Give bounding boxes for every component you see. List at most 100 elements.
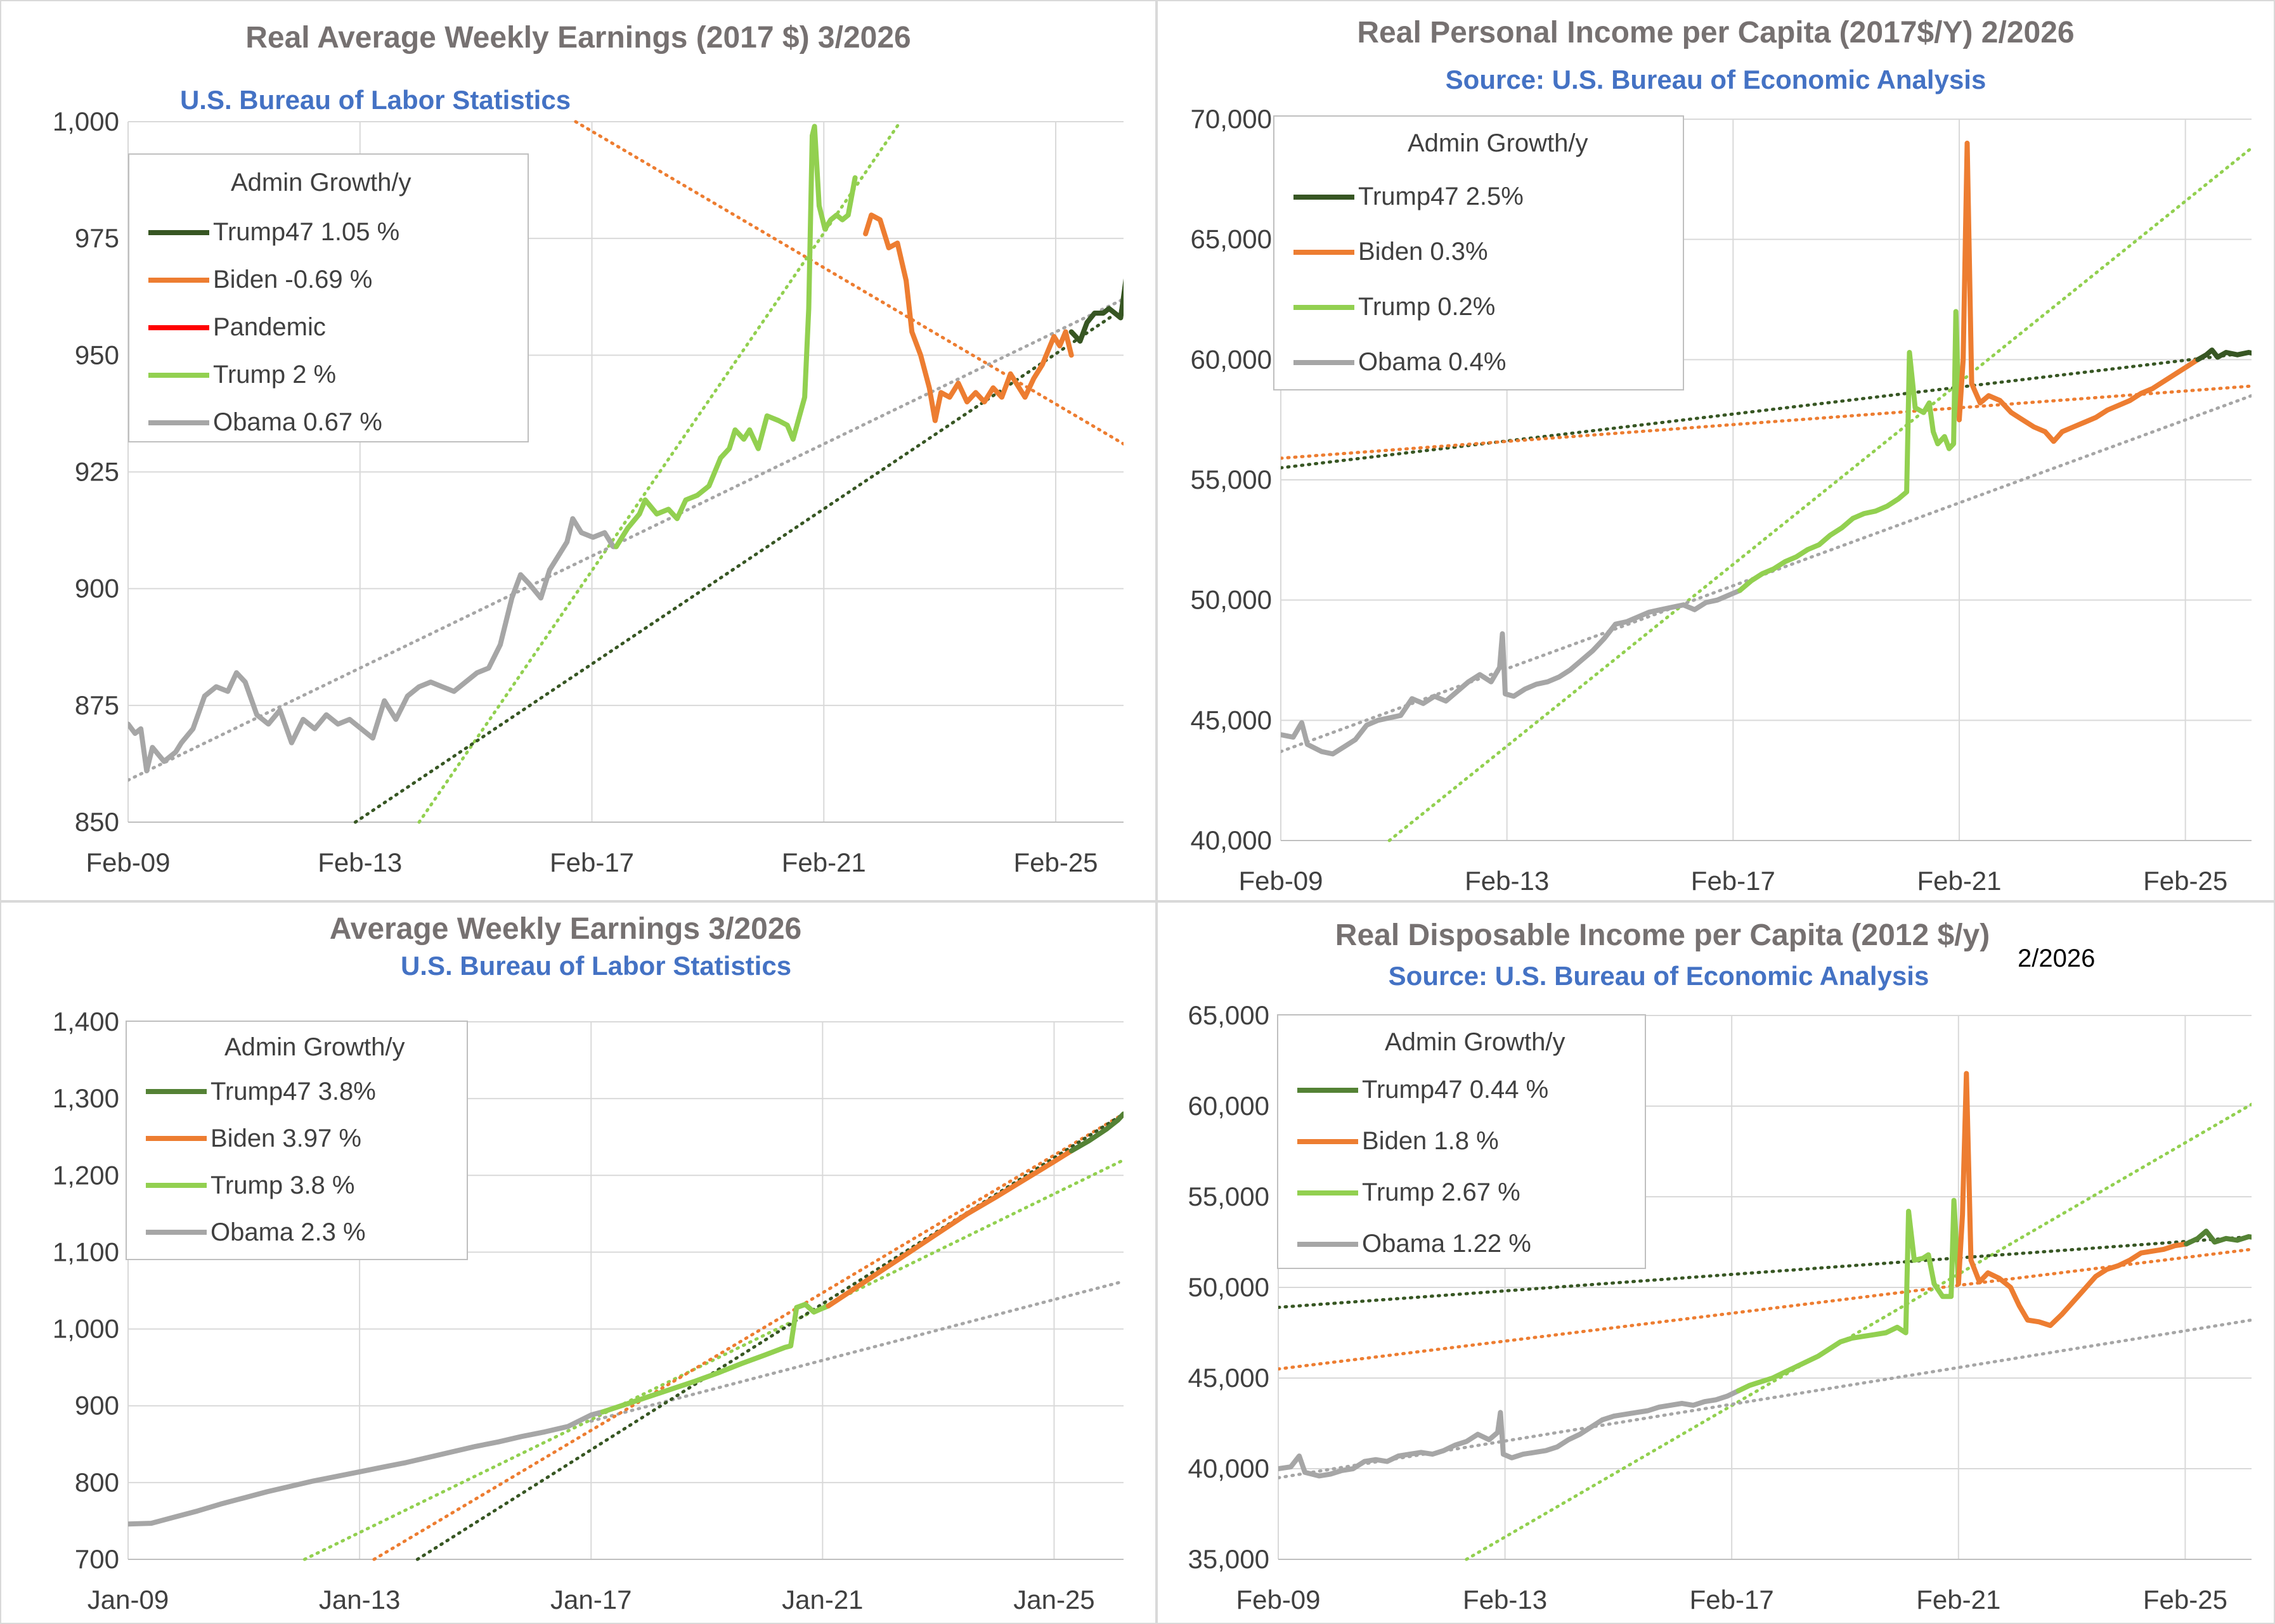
legend: Admin Growth/y Trump47 2.5% Biden 0.3% T… xyxy=(1273,115,1684,390)
x-tick-label: Feb-25 xyxy=(2143,866,2227,896)
y-tick-label: 800 xyxy=(75,1467,119,1497)
legend-swatch xyxy=(146,1089,207,1094)
legend: Admin Growth/y Trump47 1.05 % Biden -0.6… xyxy=(128,153,529,442)
x-tick-label: Feb-21 xyxy=(1916,1585,2000,1614)
trendline-trump-trend xyxy=(1465,1102,2252,1561)
legend-label: Trump47 1.05 % xyxy=(213,218,400,246)
chart-title: Average Weekly Earnings 3/2026 xyxy=(329,912,802,946)
legend-item: Trump47 0.44 % xyxy=(1297,1064,1645,1116)
series-line-biden xyxy=(1957,140,2201,444)
legend-swatch xyxy=(1293,194,1354,200)
legend-swatch xyxy=(1297,1190,1358,1195)
y-tick-label: 1,000 xyxy=(53,106,119,136)
y-tick-label: 70,000 xyxy=(1191,104,1272,134)
series-line-obama xyxy=(1281,588,1742,757)
y-tick-label: 900 xyxy=(75,574,119,603)
x-tick-label: Jan-21 xyxy=(782,1585,863,1614)
legend-swatch xyxy=(148,229,209,235)
legend-label: Biden 3.97 % xyxy=(211,1124,361,1152)
legend-item: Obama 1.22 % xyxy=(1297,1218,1645,1270)
legend-swatch xyxy=(148,325,209,330)
series-line-trump47 xyxy=(1068,1111,1124,1154)
series-line-trump xyxy=(613,124,858,550)
legend-title: Admin Growth/y xyxy=(1408,129,1588,157)
y-tick-label: 950 xyxy=(75,340,119,370)
legend-item: Trump 2 % xyxy=(148,351,528,399)
series-line-trump47 xyxy=(2195,347,2252,363)
chart-source: U.S. Bureau of Labor Statistics xyxy=(400,951,792,981)
x-tick-label: Jan-17 xyxy=(550,1585,632,1614)
trendline-trump-trend xyxy=(1387,146,2252,842)
legend-label: Trump47 2.5% xyxy=(1358,183,1524,210)
legend-label: Biden -0.69 % xyxy=(213,266,373,293)
plot-area: 850 875 900 925 950 975 1,000 Feb-09 Feb-13 Feb-1… xyxy=(53,106,1124,877)
legend-item: Trump47 2.5% xyxy=(1293,169,1683,224)
legend-item: Obama 2.3 % xyxy=(146,1209,467,1256)
legend-label: Obama 2.3 % xyxy=(211,1218,366,1246)
y-tick-label: 40,000 xyxy=(1188,1453,1269,1483)
trendline-biden-trend xyxy=(574,120,1124,446)
legend-label: Trump47 3.8% xyxy=(211,1077,376,1105)
y-tick-label: 65,000 xyxy=(1188,1000,1269,1030)
y-tick-label: 50,000 xyxy=(1191,585,1272,615)
legend-swatch xyxy=(1297,1087,1358,1093)
plot-area: 40,000 45,000 50,000 55,000 60,000 65,000 70,0… xyxy=(1191,104,2252,896)
y-tick-label: 1,000 xyxy=(53,1314,119,1344)
legend-item: Biden 0.3% xyxy=(1293,224,1683,280)
legend-item: Trump 3.8 % xyxy=(146,1162,467,1209)
series-line-trump47 xyxy=(2184,1228,2252,1247)
legend: Admin Growth/y Trump47 0.44 % Biden 1.8 … xyxy=(1277,1014,1646,1269)
trendline-trump47-trend xyxy=(415,1112,1124,1561)
legend-item: Trump 0.2% xyxy=(1293,280,1683,335)
trendline-trump-trend xyxy=(417,120,902,824)
legend-label: Trump 0.2% xyxy=(1358,293,1496,321)
y-tick-label: 50,000 xyxy=(1188,1272,1269,1302)
x-tick-label: Feb-25 xyxy=(1013,847,1098,877)
legend-swatch xyxy=(1293,249,1354,255)
legend-swatch xyxy=(148,420,209,425)
legend-label: Trump 2.67 % xyxy=(1362,1178,1520,1206)
legend-item: Biden -0.69 % xyxy=(148,256,528,304)
chart-source: Source: U.S. Bureau of Economic Analysis xyxy=(1388,961,1929,991)
legend-item: Obama 0.67 % xyxy=(148,399,528,446)
series-line-trump xyxy=(1735,1197,1961,1393)
chart-panel-avg-weekly-earnings: 700 800 900 1,000 1,100 1,200 1,300 1,400 Jan-09… xyxy=(0,901,1157,1624)
x-tick-label: Feb-21 xyxy=(1917,866,2001,896)
chart-panel-real-disposable-income: 35,000 40,000 45,000 50,000 55,000 60,000 65,0… xyxy=(1157,901,2275,1624)
y-tick-label: 55,000 xyxy=(1191,465,1272,494)
x-tick-label: Feb-09 xyxy=(1236,1585,1320,1614)
x-tick-label: Feb-13 xyxy=(318,847,402,877)
y-tick-label: 1,300 xyxy=(53,1083,119,1113)
legend-swatch xyxy=(146,1136,207,1141)
x-tick-label: Feb-13 xyxy=(1463,1585,1547,1614)
plot-area: 700 800 900 1,000 1,100 1,200 1,300 1,400 Jan-09… xyxy=(53,1007,1124,1614)
x-tick-label: Jan-09 xyxy=(88,1585,169,1614)
legend: Admin Growth/y Trump47 3.8% Biden 3.97 %… xyxy=(126,1021,468,1260)
chart-panel-real-weekly-earnings: 850 875 900 925 950 975 1,000 Feb-09 Feb-13 Feb-1… xyxy=(0,0,1157,901)
y-tick-label: 975 xyxy=(75,223,119,253)
series-line-biden xyxy=(826,1148,1074,1309)
series-line-trump xyxy=(1737,309,1962,593)
x-tick-label: Feb-13 xyxy=(1465,866,1549,896)
chart-title: Real Average Weekly Earnings (2017 $) 3/… xyxy=(245,21,911,55)
y-tick-label: 925 xyxy=(75,457,119,487)
chart-title: Real Personal Income per Capita (2017$/Y… xyxy=(1357,16,2075,49)
series-line-biden xyxy=(863,212,1074,423)
y-tick-label: 45,000 xyxy=(1188,1363,1269,1393)
chart-date-note: 2/2026 xyxy=(2018,944,2096,972)
series-line-trump xyxy=(600,1301,831,1415)
x-tick-label: Feb-17 xyxy=(1690,1585,1774,1614)
y-tick-label: 35,000 xyxy=(1188,1544,1269,1574)
legend-label: Trump 3.8 % xyxy=(211,1171,355,1199)
trendline-trump-trend xyxy=(302,1158,1124,1561)
trendline-trump47-trend xyxy=(353,307,1124,824)
series-line-biden xyxy=(1955,1071,2189,1329)
legend-title: Admin Growth/y xyxy=(231,169,412,197)
x-tick-label: Feb-09 xyxy=(1238,866,1323,896)
legend-item: Biden 3.97 % xyxy=(146,1115,467,1162)
y-tick-label: 40,000 xyxy=(1191,825,1272,855)
legend-label: Obama 1.22 % xyxy=(1362,1230,1531,1258)
trendline-biden-trend xyxy=(1281,384,2252,460)
x-tick-label: Jan-25 xyxy=(1013,1585,1094,1614)
legend-item: Pandemic xyxy=(148,304,528,351)
